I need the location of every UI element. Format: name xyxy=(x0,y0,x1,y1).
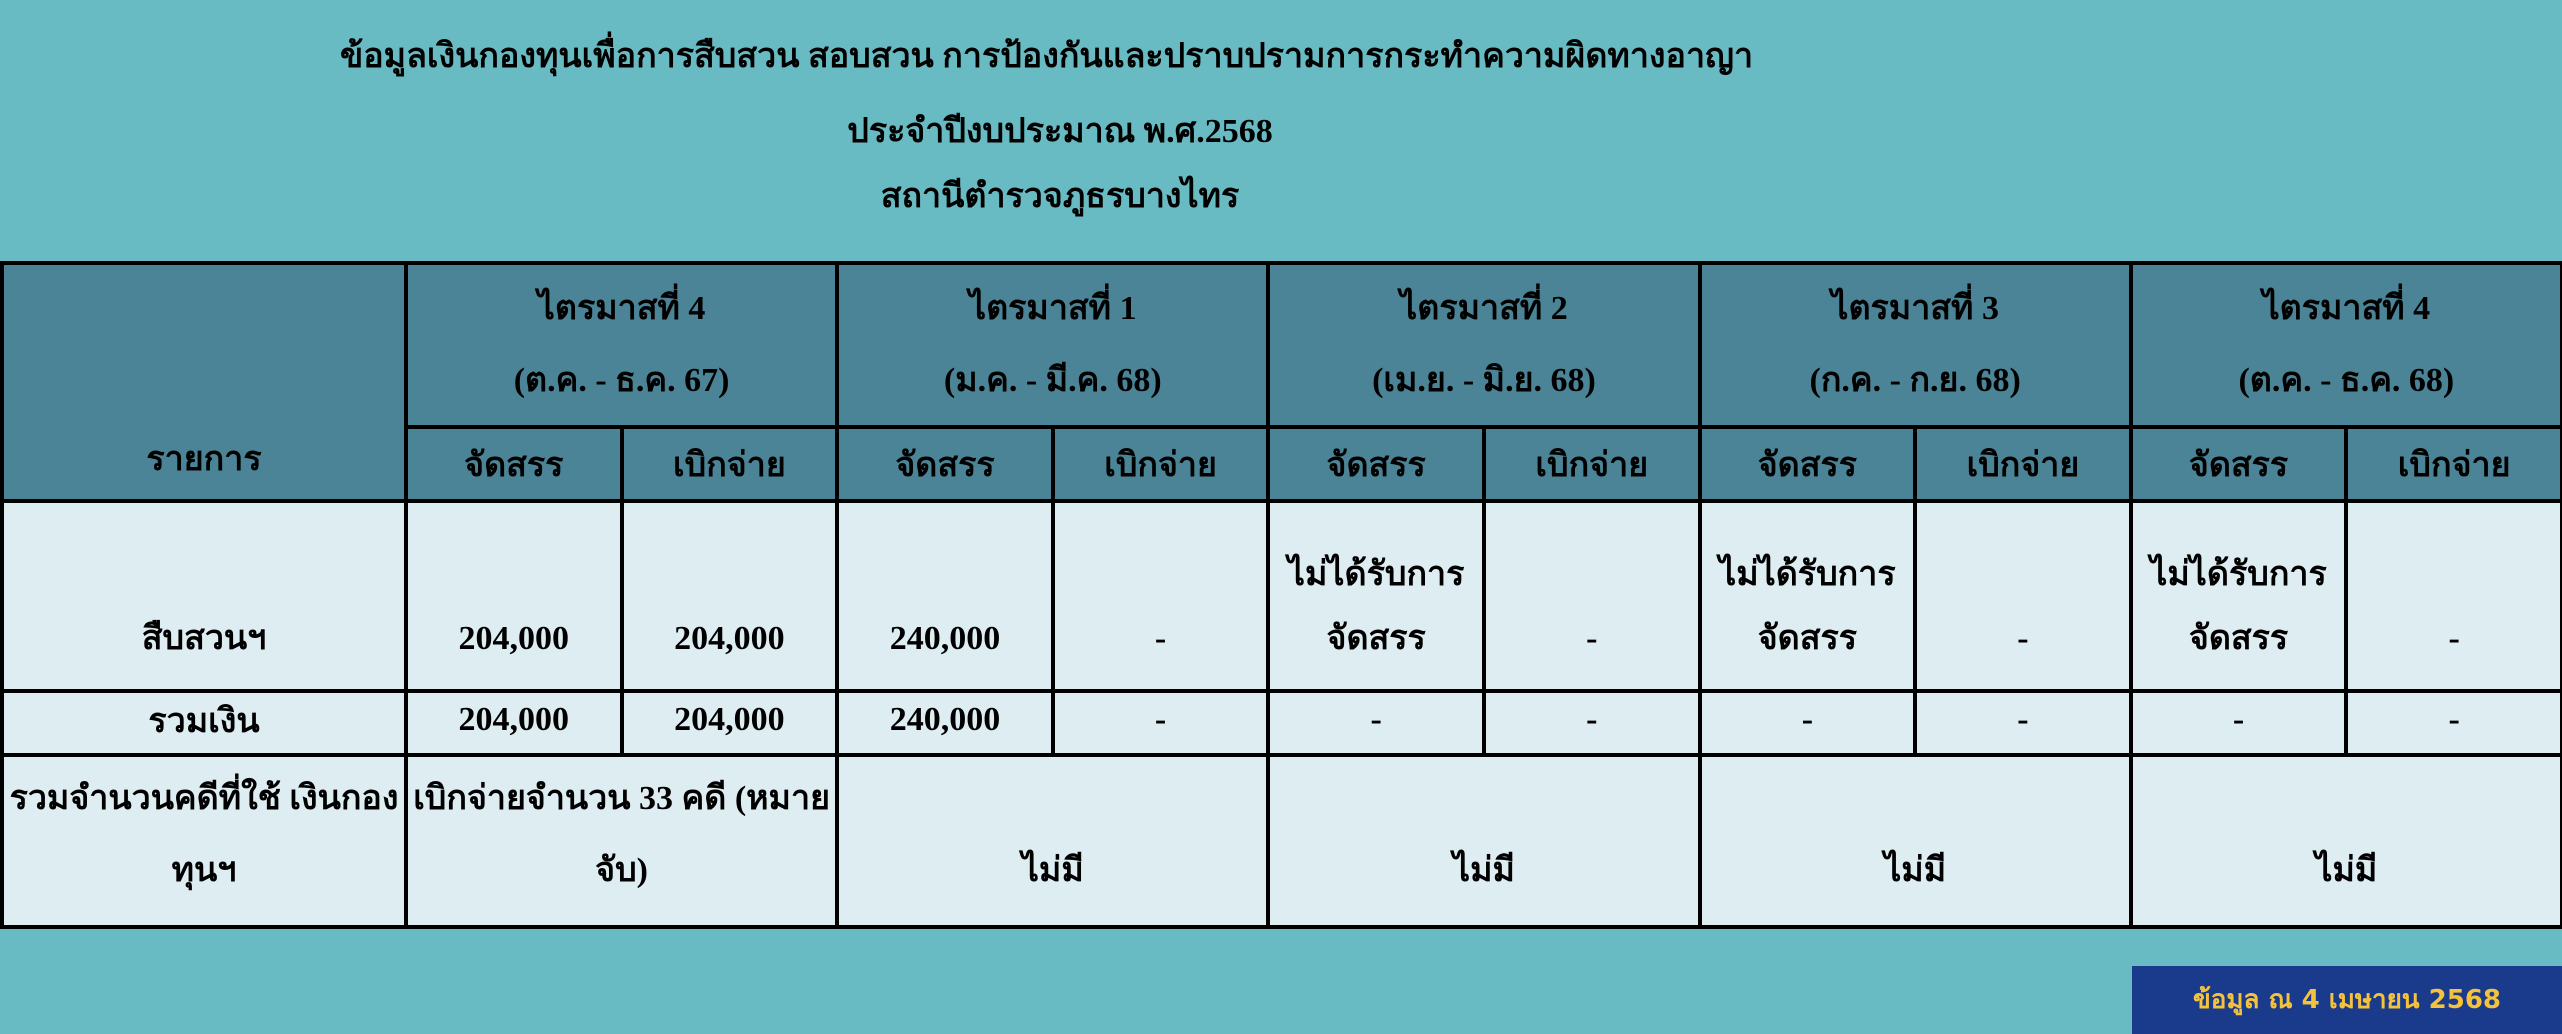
fund-table: รายการ ไตรมาสที่ 4 (ต.ค. - ธ.ค. 67) ไตรมาส… xyxy=(0,261,2562,929)
quarter-period: (เม.ย. - มิ.ย. 68) xyxy=(1372,362,1596,399)
table-cell: - xyxy=(1481,689,1702,757)
row-label: สืบสวนฯ xyxy=(0,499,408,693)
allocated-header: จัดสรร xyxy=(2128,425,2349,503)
quarter-name: ไตรมาสที่ 2 xyxy=(1400,290,1568,327)
cases-cell: ไม่มี xyxy=(1266,753,1702,929)
table-cell: - xyxy=(1050,499,1271,693)
disbursed-header: เบิกจ่าย xyxy=(1481,425,1702,503)
table-cell: 240,000 xyxy=(835,499,1055,693)
table-cell: ไม่ได้รับการ จัดสรร xyxy=(1266,499,1486,693)
table-cell: - xyxy=(1481,499,1702,693)
allocated-header: จัดสรร xyxy=(1266,425,1486,503)
quarter-name: ไตรมาสที่ 3 xyxy=(1831,290,1999,327)
station-name: สถานีตำรวจภูธรบางไทร xyxy=(880,178,1240,215)
table-cell: ไม่ได้รับการ จัดสรร xyxy=(1697,499,1918,693)
allocated-header: จัดสรร xyxy=(404,425,624,503)
cases-cell: ไม่มี xyxy=(2128,753,2562,929)
allocated-header: จัดสรร xyxy=(835,425,1055,503)
quarter-header: ไตรมาสที่ 2 (เม.ย. - มิ.ย. 68) xyxy=(1266,261,1702,429)
cases-cell: ไม่มี xyxy=(1697,753,2133,929)
table-cell: - xyxy=(1913,689,2133,757)
quarter-name: ไตรมาสที่ 4 xyxy=(2262,290,2431,327)
table-cell: - xyxy=(1913,499,2133,693)
quarter-name: ไตรมาสที่ 4 xyxy=(537,290,706,327)
disbursed-header: เบิกจ่าย xyxy=(1050,425,1271,503)
quarter-header: ไตรมาสที่ 3 (ก.ค. - ก.ย. 68) xyxy=(1697,261,2133,429)
item-header: รายการ xyxy=(0,261,408,503)
quarter-header: ไตรมาสที่ 4 (ต.ค. - ธ.ค. 68) xyxy=(2128,261,2562,429)
quarter-period: (ก.ค. - ก.ย. 68) xyxy=(1809,362,2021,399)
quarter-name: ไตรมาสที่ 1 xyxy=(968,290,1137,327)
table-cell: - xyxy=(1050,689,1271,757)
disbursed-header: เบิกจ่าย xyxy=(1913,425,2133,503)
cases-cell: เบิกจ่ายจำนวน 33 คดี (หมายจับ) xyxy=(403,753,840,929)
table-cell: - xyxy=(2128,689,2349,757)
quarter-header: ไตรมาสที่ 4 (ต.ค. - ธ.ค. 67) xyxy=(403,261,840,429)
row-label: รวมจำนวนคดีที่ใช้ เงินกองทุนฯ xyxy=(0,753,408,929)
data-as-of-badge: ข้อมูล ณ 4 เมษายน 2568 xyxy=(2132,966,2562,1034)
table-cell: 204,000 xyxy=(619,689,840,757)
table-cell: 204,000 xyxy=(404,689,624,757)
table-cell: - xyxy=(2344,499,2562,693)
quarter-period: (ม.ค. - มี.ค. 68) xyxy=(943,362,1162,399)
table-cell: 204,000 xyxy=(619,499,840,693)
table-cell: ไม่ได้รับการ จัดสรร xyxy=(2128,499,2349,693)
cases-cell: ไม่มี xyxy=(835,753,1271,929)
table-cell: 204,000 xyxy=(404,499,624,693)
allocated-header: จัดสรร xyxy=(1697,425,1918,503)
page-subtitle: ประจำปีงบประมาณ พ.ศ.2568 xyxy=(847,113,1273,150)
table-cell: - xyxy=(2344,689,2562,757)
table-cell: - xyxy=(1697,689,1918,757)
quarter-period: (ต.ค. - ธ.ค. 68) xyxy=(2238,362,2455,399)
row-label: รวมเงิน xyxy=(0,689,408,757)
disbursed-header: เบิกจ่าย xyxy=(619,425,840,503)
page-title: ข้อมูลเงินกองทุนเพื่อการสืบสวน สอบสวน กา… xyxy=(340,38,1754,75)
quarter-header: ไตรมาสที่ 1 (ม.ค. - มี.ค. 68) xyxy=(835,261,1271,429)
table-cell: 240,000 xyxy=(835,689,1055,757)
quarter-period: (ต.ค. - ธ.ค. 67) xyxy=(513,362,730,399)
table-cell: - xyxy=(1266,689,1486,757)
disbursed-header: เบิกจ่าย xyxy=(2344,425,2562,503)
